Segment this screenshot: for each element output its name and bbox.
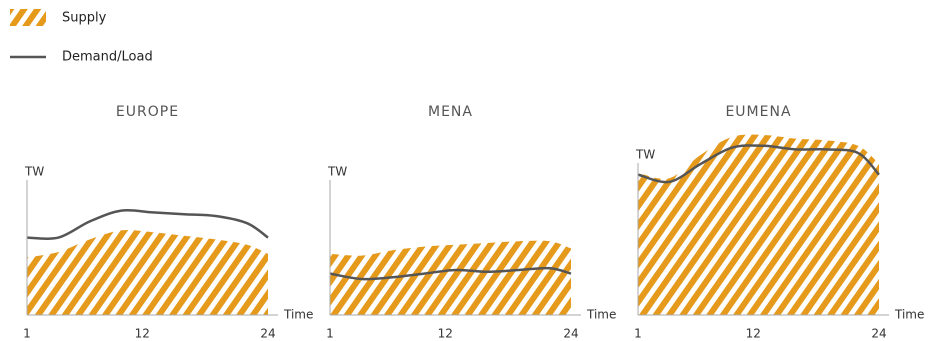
x-axis-label: Time xyxy=(283,308,313,322)
y-axis-label: TW xyxy=(24,165,44,179)
x-tick-label: 24 xyxy=(871,327,886,341)
x-tick-label: 1 xyxy=(23,327,31,341)
supply-area xyxy=(27,230,268,315)
x-tick-label: 24 xyxy=(260,327,275,341)
x-axis-label: Time xyxy=(586,308,616,322)
x-tick-label: 12 xyxy=(746,327,761,341)
legend-swatch xyxy=(10,9,46,26)
panel-title: EUMENA xyxy=(725,104,791,120)
panel-title: EUROPE xyxy=(116,104,179,120)
legend-text: Supply xyxy=(62,11,107,26)
y-axis-label: TW xyxy=(635,148,655,162)
panel-title: MENA xyxy=(428,104,473,120)
demand-line xyxy=(329,266,572,281)
supply-area xyxy=(638,134,879,315)
x-tick-label: 12 xyxy=(135,327,150,341)
x-tick-label: 1 xyxy=(326,327,334,341)
x-tick-label: 24 xyxy=(563,327,578,341)
x-tick-label: 1 xyxy=(634,327,642,341)
y-axis-label: TW xyxy=(327,165,347,179)
x-axis-label: Time xyxy=(894,308,924,322)
demand-line xyxy=(637,144,880,184)
demand-line xyxy=(26,208,269,241)
legend-text: Demand/Load xyxy=(62,50,153,65)
supply-area xyxy=(330,240,571,315)
x-tick-label: 12 xyxy=(438,327,453,341)
